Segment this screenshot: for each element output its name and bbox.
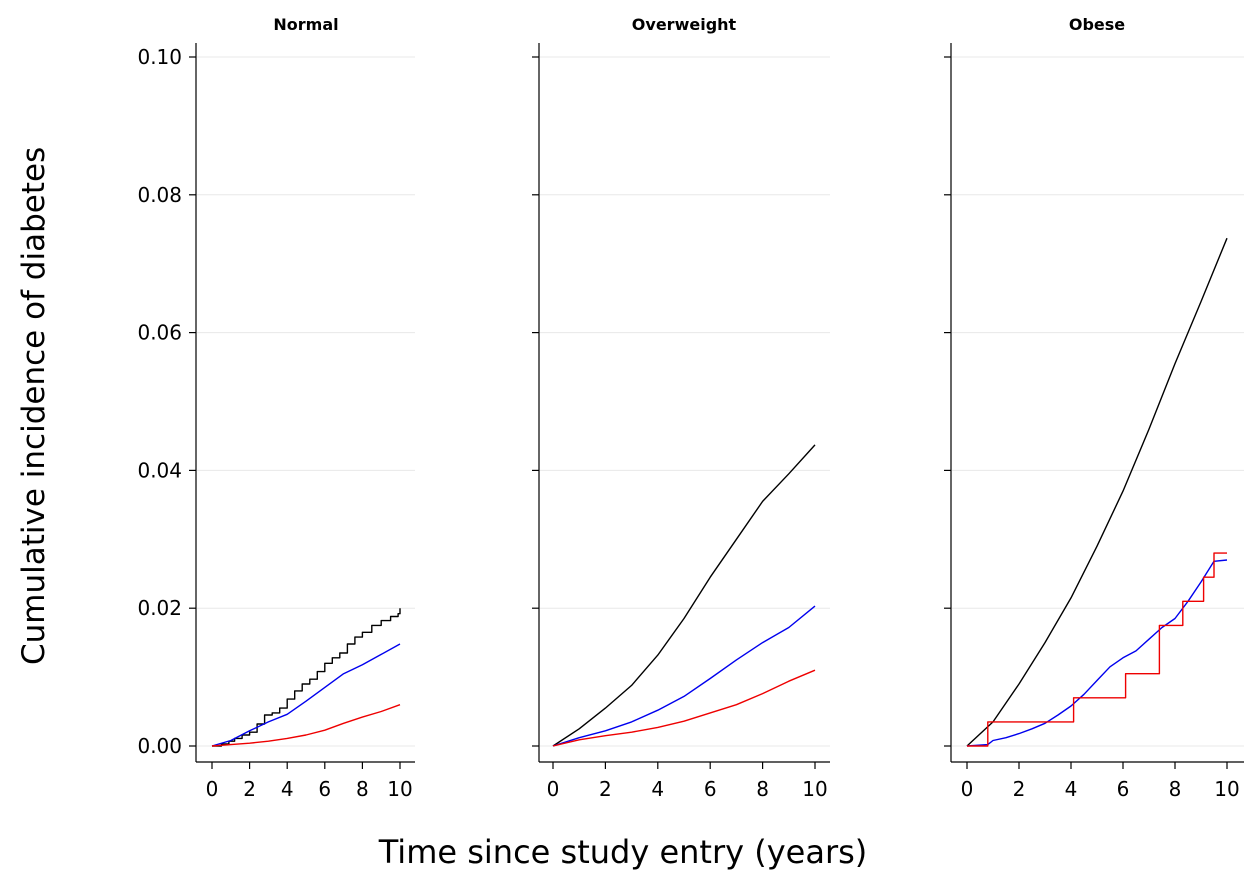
series-line-2 [211,704,401,747]
y-tick-label: 0.04 [137,458,182,482]
y-axis-label-wrap: Cumulative incidence of diabetes [14,146,54,670]
x-tick-label: 10 [1214,777,1239,801]
x-tick-label: 4 [651,777,664,801]
x-tick-label: 2 [599,777,612,801]
series-line-0 [966,237,1228,747]
series-line-1 [211,643,401,747]
x-tick-label: 8 [356,777,369,801]
x-tick-label: 0 [206,777,219,801]
x-tick-label: 4 [1065,777,1078,801]
x-tick-label: 4 [281,777,294,801]
y-tick-label: 0.00 [137,734,182,758]
y-tick-label: 0.02 [137,596,182,620]
x-tick-label: 2 [243,777,256,801]
x-tick-label: 2 [1013,777,1026,801]
series-line-1 [966,559,1228,747]
x-tick-label: 0 [547,777,560,801]
x-tick-label: 6 [704,777,717,801]
series-line-0 [552,444,816,747]
series-line-2 [552,669,816,747]
x-tick-label: 6 [318,777,331,801]
series-line-2 [967,552,1227,747]
y-axis-label: Cumulative incidence of diabetes [16,146,52,665]
y-tick-label: 0.08 [137,183,182,207]
x-tick-label: 6 [1117,777,1130,801]
panel-title: Normal [273,15,338,34]
series-line-1 [552,605,816,747]
y-tick-label: 0.06 [137,321,182,345]
series-line-0 [212,608,401,747]
x-tick-label: 0 [961,777,974,801]
panel-title: Overweight [632,15,737,34]
x-tick-label: 10 [802,777,827,801]
panel-title: Obese [1069,15,1125,34]
y-tick-label: 0.10 [137,45,182,69]
x-tick-label: 10 [387,777,412,801]
x-tick-label: 8 [756,777,769,801]
x-tick-label: 8 [1169,777,1182,801]
x-axis-label: Time since study entry (years) [378,833,868,871]
